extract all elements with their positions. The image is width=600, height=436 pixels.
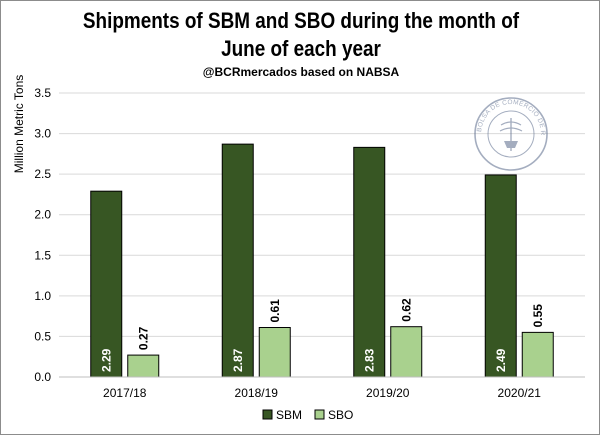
data-label-sbo: 0.55 — [531, 304, 545, 328]
legend-swatch-sbm — [262, 409, 273, 420]
bars: 2.29 0.27 2.87 0.61 2.83 0.62 2.49 0.55 — [90, 143, 554, 378]
data-label-sbm: 2.87 — [231, 348, 245, 372]
bar-sbm — [484, 174, 517, 378]
bar-sbm — [90, 190, 123, 378]
data-label-sbo: 0.61 — [268, 299, 282, 323]
chart-title-line-1: Shipments of SBM and SBO during the mont… — [82, 8, 520, 33]
chart-subtitle: @BCRmercados based on NABSA — [202, 65, 400, 79]
y-tick-label: 0.0 — [34, 370, 51, 384]
y-tick-label: 2.5 — [34, 167, 51, 181]
x-tick-label: 2019/20 — [366, 386, 410, 400]
bar-sbo — [521, 331, 554, 378]
y-tick-label: 1.5 — [34, 248, 51, 262]
y-tick-label: 0.5 — [34, 329, 51, 343]
x-tick-label: 2017/18 — [103, 386, 147, 400]
bar-sbo — [258, 327, 291, 378]
data-label-sbm: 2.83 — [362, 348, 376, 372]
x-tick-label: 2018/19 — [235, 386, 279, 400]
legend-swatch-sbo — [314, 409, 325, 420]
legend-label-sbo: SBO — [328, 408, 353, 422]
y-tick-label: 3.5 — [34, 86, 51, 100]
bolsa-de-comercio-de-rosario-seal: BOLSA DE COMERCIO DE ROSARIO — [1, 1, 548, 171]
data-label-sbo: 0.62 — [399, 298, 413, 322]
legend: SBM SBO — [262, 408, 353, 422]
y-axis-label: Million Metric Tons — [12, 75, 26, 173]
bar-sbm — [221, 143, 254, 378]
chart-title: Shipments of SBM and SBO during the mont… — [43, 7, 559, 63]
data-label-sbm: 2.49 — [494, 348, 508, 372]
y-axis: 0.0 0.5 1.0 1.5 2.0 2.5 3.0 3.5 — [34, 86, 51, 384]
x-tick-label: 2020/21 — [498, 386, 542, 400]
legend-label-sbm: SBM — [276, 408, 302, 422]
x-axis: 2017/18 2018/19 2019/20 2020/21 — [59, 376, 585, 400]
bar-sbo — [127, 354, 160, 378]
y-tick-label: 1.0 — [34, 289, 51, 303]
data-label-sbo: 0.27 — [136, 326, 150, 350]
data-label-sbm: 2.29 — [99, 348, 113, 372]
chart-title-line-2: June of each year — [221, 36, 381, 61]
svg-text:BOLSA DE COMERCIO DE ROSARIO: BOLSA DE COMERCIO DE ROSARIO — [1, 1, 546, 136]
y-tick-label: 3.0 — [34, 127, 51, 141]
bar-sbo — [390, 326, 423, 378]
y-tick-label: 2.0 — [34, 208, 51, 222]
bar-sbm — [353, 146, 386, 378]
